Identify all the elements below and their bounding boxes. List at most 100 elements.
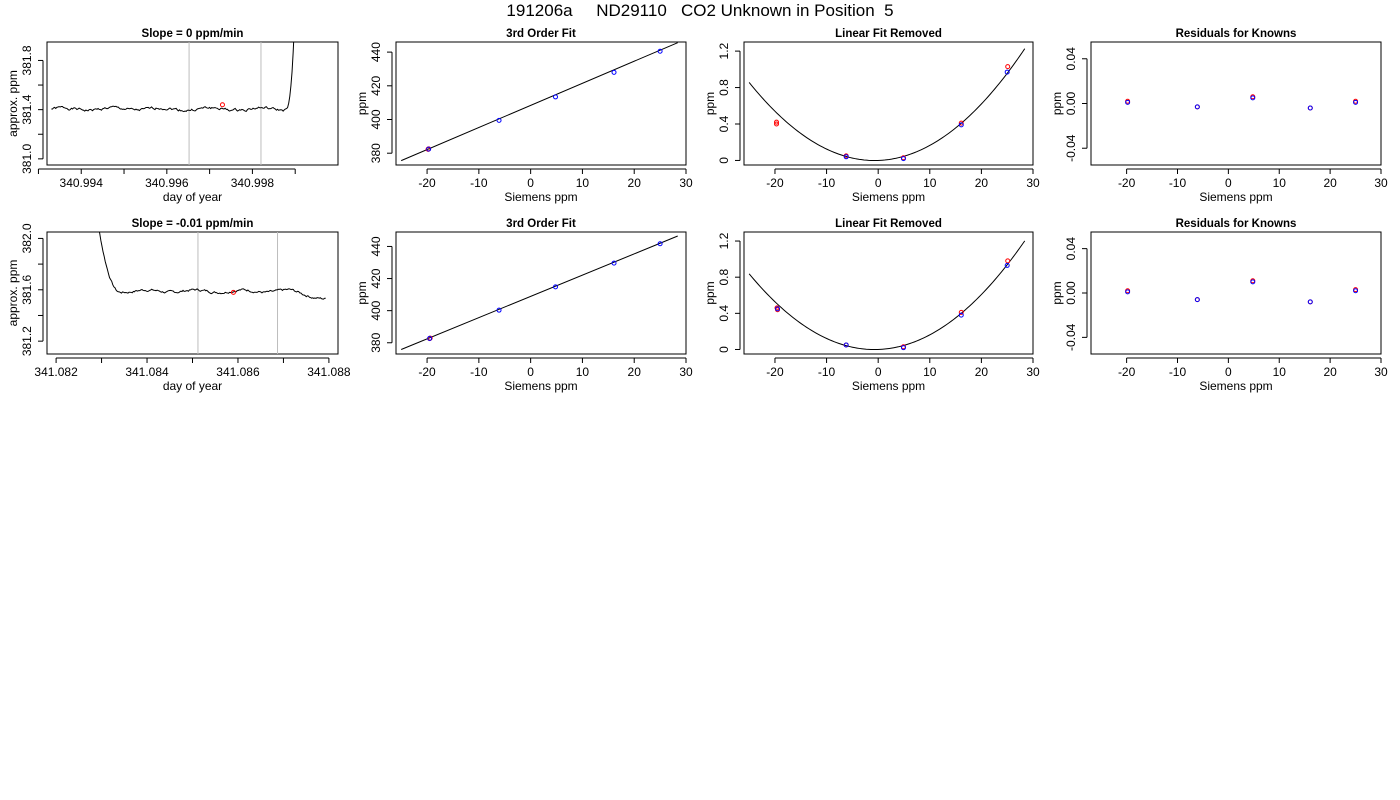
y-tick-label: 0.00 <box>1064 281 1078 305</box>
x-tick-label: -10 <box>470 176 488 190</box>
x-tick-label: 340.994 <box>60 176 104 190</box>
chart-panel-6: 3rd Order Fit -20 -10 0 10 20 30 Siemens ppm 380… <box>355 218 693 393</box>
x-tick-label: -10 <box>818 176 836 190</box>
x-tick-label: 340.996 <box>145 176 189 190</box>
x-tick-label: 20 <box>628 365 642 379</box>
plot-frame <box>46 41 339 166</box>
data-point-blue <box>1004 69 1010 75</box>
y-tick-label: 381.4 <box>20 94 34 124</box>
x-tick-label: -20 <box>766 176 784 190</box>
data-point-blue <box>611 260 617 266</box>
data-point-blue <box>496 307 502 313</box>
x-tick-label: 0 <box>875 176 882 190</box>
y-axis-label: ppm <box>355 281 369 304</box>
y-tick-label: 400 <box>369 300 383 320</box>
chart-panel-3: Linear Fit Removed -20 -10 0 10 20 30 Siemens p… <box>703 28 1040 204</box>
x-tick-label: 341.082 <box>34 365 78 379</box>
y-tick-label: 381.8 <box>20 45 34 75</box>
data-point-blue <box>427 335 433 341</box>
y-tick-label: -0.04 <box>1064 323 1078 351</box>
data-point-blue <box>657 48 663 54</box>
x-tick-label: 0 <box>1225 365 1232 379</box>
x-tick-label: 341.086 <box>216 365 260 379</box>
chart-title: Linear Fit Removed <box>835 28 942 40</box>
x-axis-label: Siemens ppm <box>504 379 577 393</box>
chart-title: Residuals for Knowns <box>1176 218 1297 230</box>
data-point-blue <box>1353 99 1359 105</box>
x-axis-label: Siemens ppm <box>1199 190 1272 204</box>
plot-area <box>400 235 678 350</box>
data-point-blue <box>1125 289 1131 295</box>
x-axis-label: day of year <box>163 379 222 393</box>
data-point-blue <box>1250 279 1256 285</box>
x-axis-label: Siemens ppm <box>852 379 925 393</box>
chart-title: Linear Fit Removed <box>835 218 942 230</box>
x-axis-label: day of year <box>163 190 222 204</box>
chart-panel-5: Slope = -0.01 ppm/min 341.082 341.084 341.0… <box>6 218 351 393</box>
x-tick-label: 20 <box>1323 365 1337 379</box>
x-tick-label: 10 <box>1273 176 1287 190</box>
x-axis-label: Siemens ppm <box>1199 379 1272 393</box>
data-point-blue <box>1125 99 1131 105</box>
data-point-blue <box>1307 299 1313 305</box>
chart-panel-1: Slope = 0 ppm/min 340.994 340.996 340.998 da… <box>6 28 339 204</box>
data-point-blue <box>1250 95 1256 101</box>
data-point-blue <box>426 146 432 152</box>
plot-area <box>400 42 678 162</box>
data-point-blue <box>900 345 906 351</box>
plot-frame <box>46 231 339 355</box>
data-point-blue <box>1194 104 1200 110</box>
chart-panel-7: Linear Fit Removed -20 -10 0 10 20 30 Siemens p… <box>703 218 1040 393</box>
x-tick-label: 0 <box>527 176 534 190</box>
data-point-blue <box>775 306 781 312</box>
y-tick-label: 0 <box>717 157 731 164</box>
y-tick-label: 400 <box>369 109 383 129</box>
y-tick-label: 0.04 <box>1064 47 1078 71</box>
x-tick-label: 10 <box>1273 365 1287 379</box>
y-tick-label: 0.8 <box>717 269 731 286</box>
x-tick-label: 30 <box>1026 176 1040 190</box>
x-tick-label: -10 <box>470 365 488 379</box>
x-tick-label: 340.998 <box>231 176 275 190</box>
x-tick-label: 20 <box>975 176 989 190</box>
x-tick-label: 20 <box>975 365 989 379</box>
x-tick-label: 10 <box>923 365 937 379</box>
data-point-blue <box>843 154 849 160</box>
x-tick-label: -20 <box>766 365 784 379</box>
data-point-blue <box>958 122 964 128</box>
x-tick-label: -10 <box>1169 365 1187 379</box>
chart-title: Residuals for Knowns <box>1176 28 1297 40</box>
x-tick-label: -20 <box>418 365 436 379</box>
y-axis-label: ppm <box>1050 92 1064 115</box>
fit-line <box>400 42 678 162</box>
x-tick-label: -20 <box>418 176 436 190</box>
data-point-blue <box>553 284 558 290</box>
x-tick-label: 341.088 <box>307 365 351 379</box>
data-trace-line <box>51 42 295 113</box>
x-tick-label: 30 <box>679 365 693 379</box>
x-tick-label: -10 <box>818 365 836 379</box>
x-tick-label: 341.084 <box>125 365 169 379</box>
plot-frame <box>395 231 687 355</box>
plot-area <box>748 48 1026 162</box>
x-tick-label: 20 <box>1323 176 1337 190</box>
data-point-red <box>958 309 964 315</box>
y-tick-label: -0.04 <box>1064 134 1078 162</box>
x-tick-label: 0 <box>875 365 882 379</box>
x-tick-label: 10 <box>576 176 590 190</box>
y-tick-label: 440 <box>369 236 383 256</box>
y-tick-label: 382.0 <box>20 223 34 253</box>
fit-line <box>400 235 678 350</box>
x-tick-label: 0 <box>1225 176 1232 190</box>
y-tick-label: 0.8 <box>717 79 731 96</box>
data-point-blue <box>1307 105 1313 111</box>
y-axis-label: ppm <box>1050 281 1064 304</box>
y-tick-label: 380 <box>369 332 383 352</box>
y-tick-label: 0.4 <box>717 305 731 322</box>
data-point-blue <box>611 69 617 75</box>
chart-title: Slope = 0 ppm/min <box>142 28 244 40</box>
data-marker <box>219 102 225 108</box>
chart-panel-2: 3rd Order Fit -20 -10 0 10 20 30 Siemens ppm 380… <box>355 28 693 204</box>
fit-curve <box>748 240 1026 351</box>
